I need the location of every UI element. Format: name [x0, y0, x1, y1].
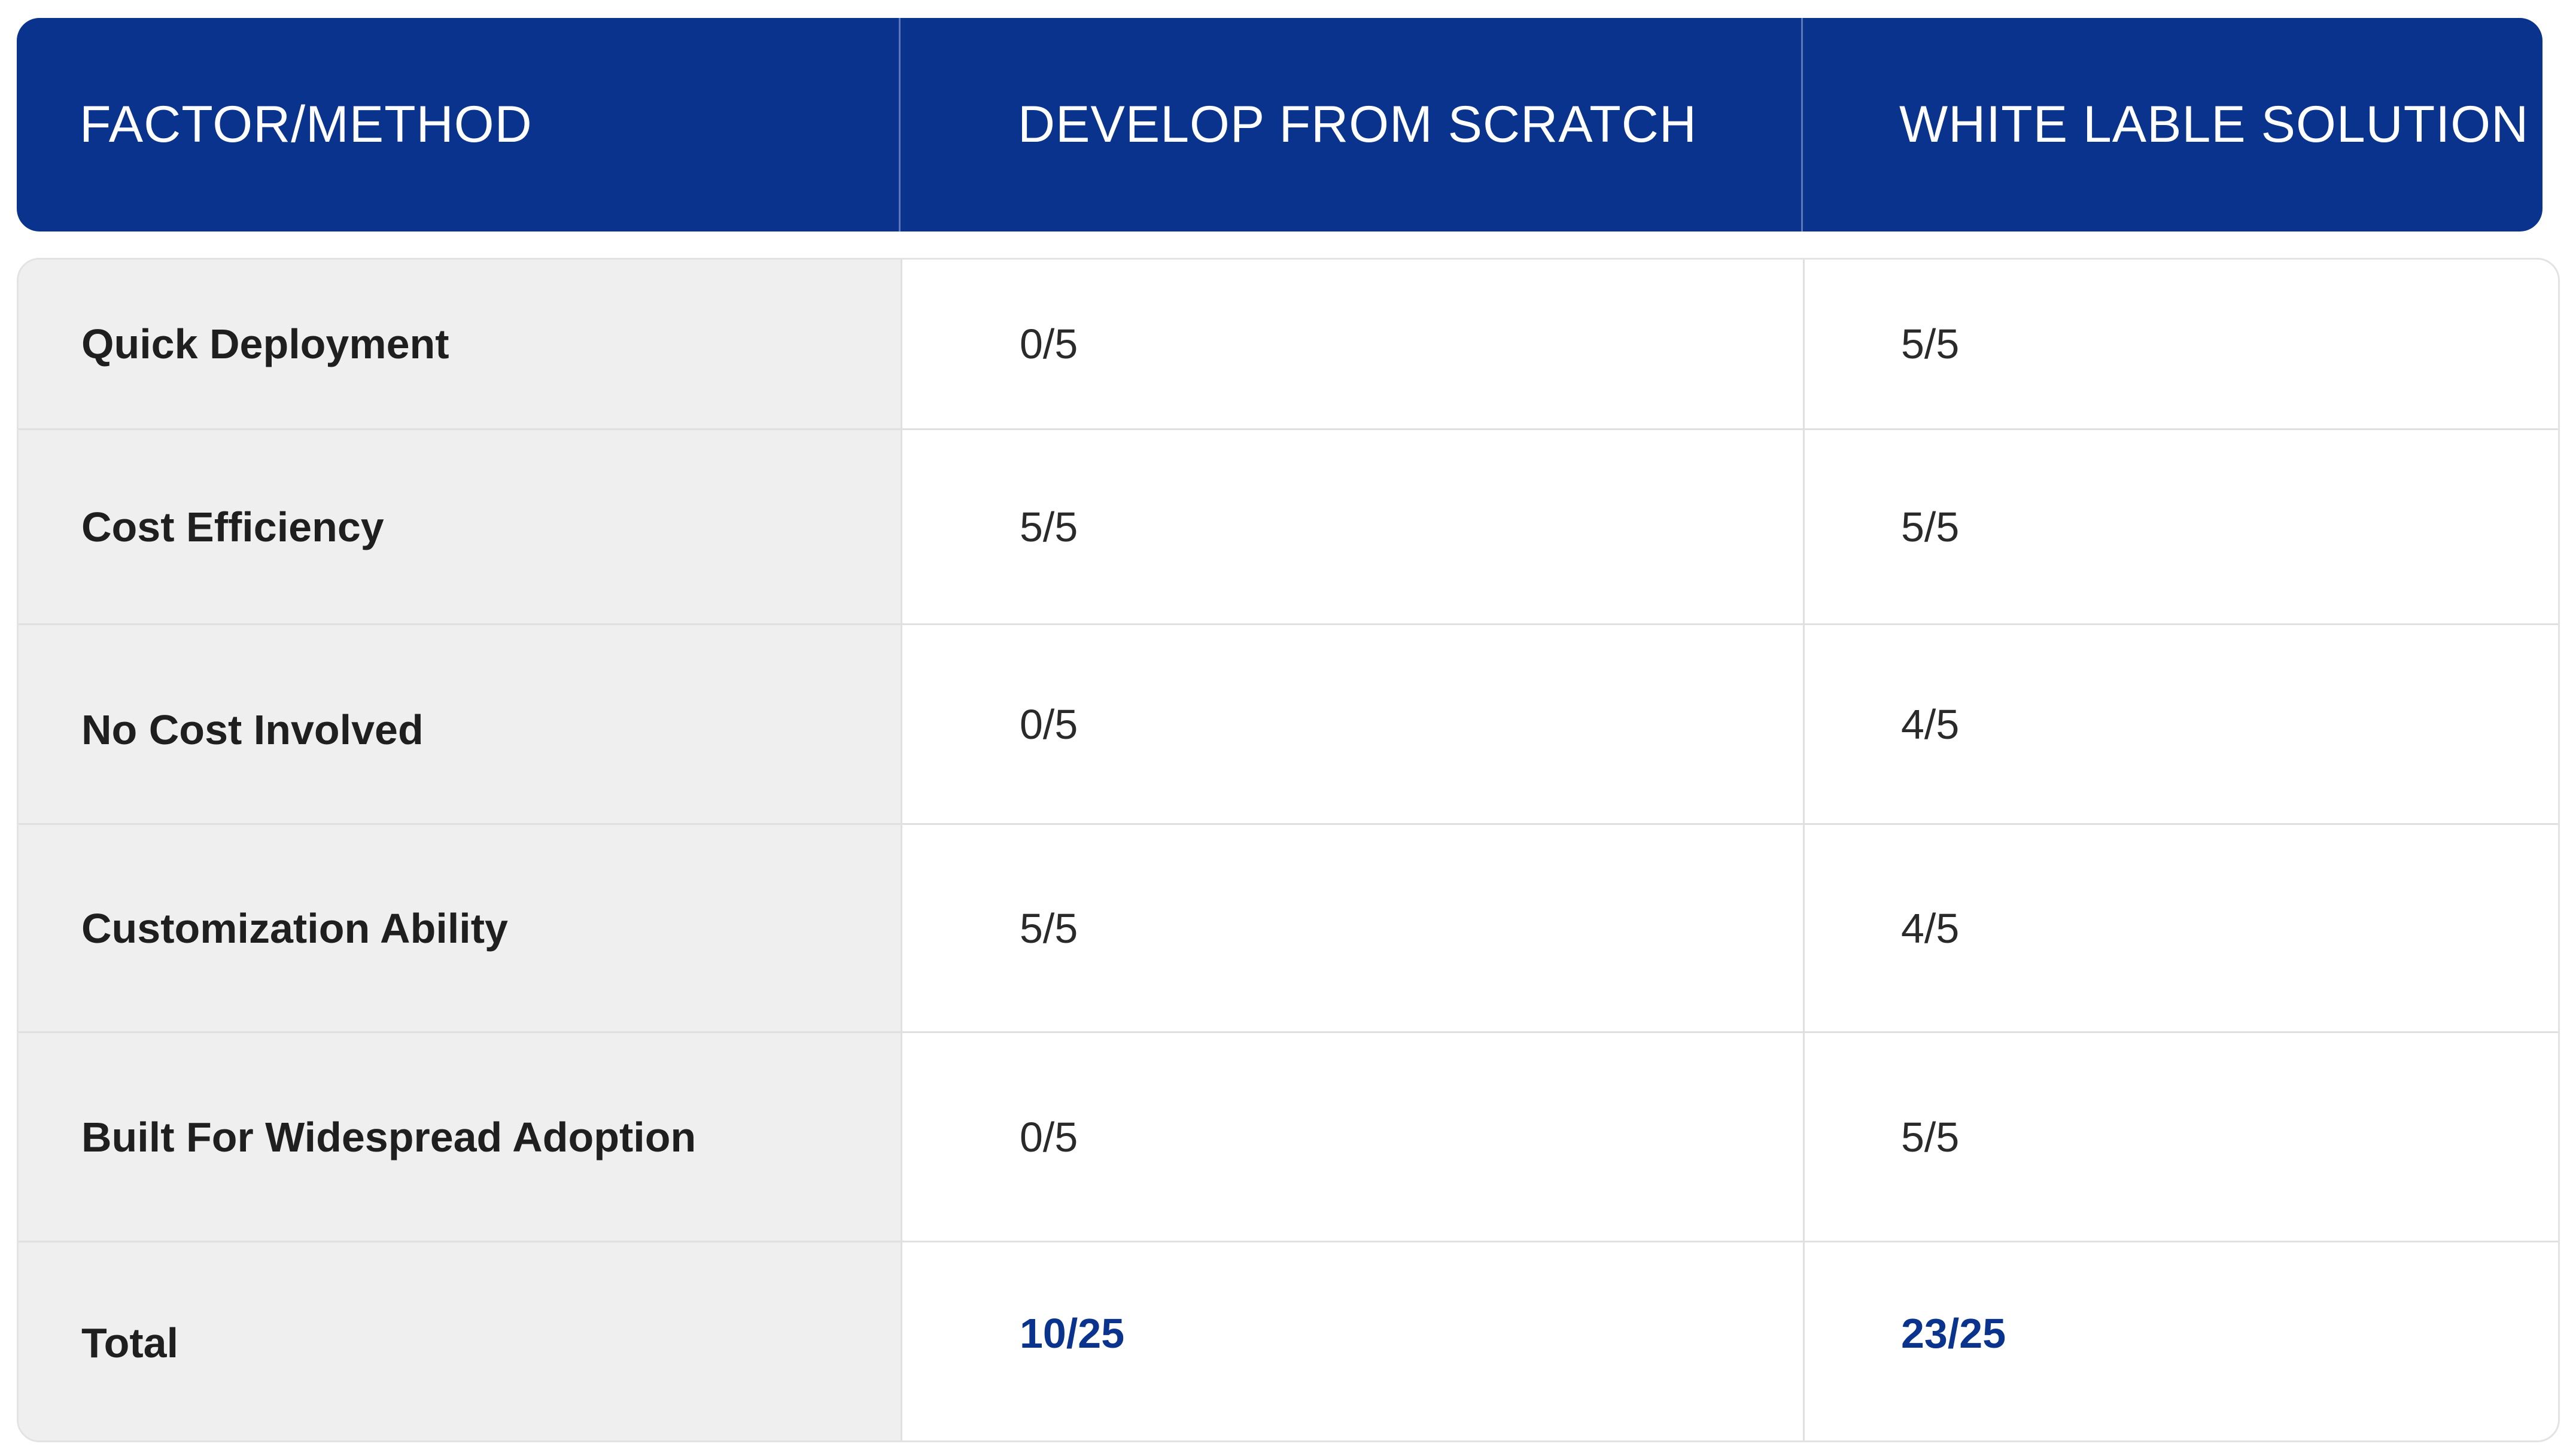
header-factor-method: FACTOR/METHOD	[80, 96, 533, 153]
table-row: Built For Widespread Adoption 0/5 5/5	[19, 1031, 2558, 1241]
white-label-score: 4/5	[1803, 825, 2558, 1031]
factor-label: Built For Widespread Adoption	[19, 1033, 901, 1241]
factor-label: No Cost Involved	[19, 625, 901, 823]
scratch-score: 5/5	[901, 825, 1803, 1031]
table-row: Cost Efficiency 5/5 5/5	[19, 428, 2558, 623]
comparison-table: FACTOR/METHOD DEVELOP FROM SCRATCH WHITE…	[17, 18, 2560, 1442]
white-label-score: 5/5	[1803, 1033, 2558, 1241]
header-develop-from-scratch: DEVELOP FROM SCRATCH	[899, 18, 1801, 231]
white-label-score: 5/5	[1803, 430, 2558, 623]
factor-label: Customization Ability	[19, 825, 901, 1031]
scratch-score: 0/5	[901, 260, 1803, 428]
white-label-total: 23/25	[1803, 1242, 2558, 1440]
total-row: Total 10/25 23/25	[19, 1241, 2558, 1440]
table-body: Quick Deployment 0/5 5/5 Cost Efficiency…	[17, 258, 2560, 1442]
header-white-label-solution: WHITE LABLE SOLUTION	[1801, 18, 2542, 231]
table-row: No Cost Involved 0/5 4/5	[19, 623, 2558, 823]
scratch-score: 0/5	[901, 1033, 1803, 1241]
table-row: Customization Ability 5/5 4/5	[19, 823, 2558, 1031]
white-label-score: 4/5	[1803, 625, 2558, 823]
white-label-score: 5/5	[1803, 260, 2558, 428]
scratch-total: 10/25	[901, 1242, 1803, 1440]
scratch-score: 5/5	[901, 430, 1803, 623]
total-label: Total	[19, 1242, 901, 1440]
scratch-score: 0/5	[901, 625, 1803, 823]
table-header: FACTOR/METHOD DEVELOP FROM SCRATCH WHITE…	[17, 18, 2542, 231]
factor-label: Quick Deployment	[19, 260, 901, 428]
factor-label: Cost Efficiency	[19, 430, 901, 623]
table-row: Quick Deployment 0/5 5/5	[19, 260, 2558, 428]
